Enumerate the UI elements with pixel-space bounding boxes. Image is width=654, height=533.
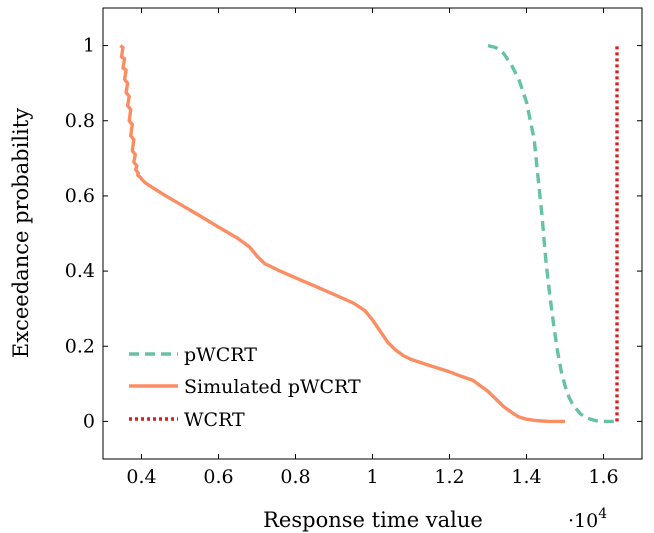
ticks-layer: 0.4 0.6 0.8 1 1.2 1.4 1.6 0 0.2 0.4 0.6 0.8 1	[65, 8, 642, 488]
y-tick-label: 0.8	[65, 110, 95, 132]
y-tick-label: 0.6	[65, 185, 95, 207]
x-tick-label: 0.8	[280, 466, 310, 488]
legend-label-wcrt: WCRT	[184, 409, 245, 431]
x-axis-label: Response time value	[263, 508, 483, 532]
y-tick-label: 0.2	[65, 335, 95, 357]
y-tick-label: 0	[83, 410, 95, 432]
legend-label-pwcrt: pWCRT	[184, 344, 257, 366]
x-axis-multiplier: ·104	[568, 506, 607, 532]
y-tick-label: 1	[83, 35, 95, 57]
x-tick-label: 1.6	[588, 466, 618, 488]
x-multiplier-base: ·10	[568, 510, 598, 532]
series-line-simulated-pwcrt	[119, 44, 565, 424]
x-multiplier-exponent: 4	[598, 506, 607, 522]
x-tick-label: 1.2	[434, 466, 464, 488]
y-axis-label: Exceedance probability	[9, 108, 33, 358]
y-tick-label: 0.4	[65, 260, 95, 282]
x-tick-label: 1	[366, 466, 378, 488]
legend: pWCRT Simulated pWCRT WCRT	[129, 344, 361, 431]
series-layer	[119, 43, 619, 424]
x-tick-label: 0.6	[203, 466, 233, 488]
series-line-pwcrt	[487, 43, 617, 424]
x-tick-label: 0.4	[126, 466, 156, 488]
x-tick-label: 1.4	[511, 466, 541, 488]
legend-label-simulated-pwcrt: Simulated pWCRT	[184, 376, 361, 398]
